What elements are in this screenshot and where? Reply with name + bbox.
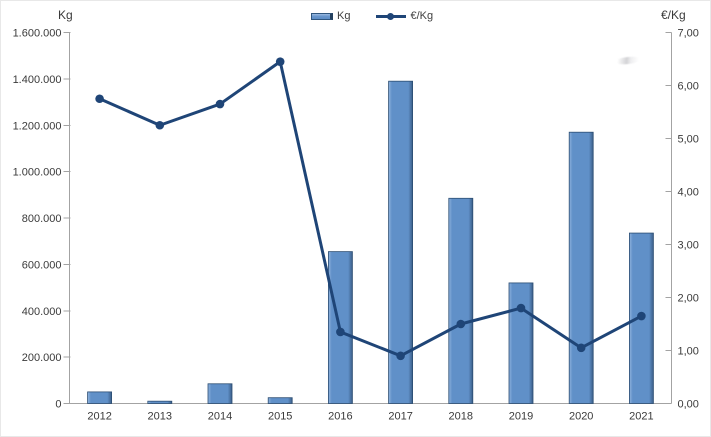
x-axis-category-label: 2021	[629, 411, 653, 423]
y-axis-left-tick-label: 1.000.000	[13, 167, 62, 179]
y-axis-right-tick-label: 2,00	[678, 293, 699, 305]
y-axis-left-tick-label: 400.000	[22, 306, 62, 318]
y-axis-right-tick-label: 4,00	[678, 187, 699, 199]
bar-2013	[147, 400, 173, 404]
bar-2012	[87, 391, 112, 404]
line-point-2020	[576, 343, 586, 353]
x-axis-category-label: 2017	[388, 411, 412, 423]
line-series-swatch-icon	[376, 12, 407, 21]
y-axis-left-tick-label: 0	[55, 399, 61, 411]
line-point-2021	[637, 311, 646, 321]
bar-2019	[508, 282, 534, 404]
line-point-2012	[95, 94, 104, 104]
y-axis-left-tick-label: 200.000	[22, 352, 62, 364]
line-point-2013	[155, 120, 165, 130]
y-axis-left-tick-label: 800.000	[22, 213, 62, 225]
line-point-2017	[396, 351, 405, 361]
bar-2018	[448, 197, 474, 404]
legend-item-eur-kg: €/Kg	[376, 10, 433, 22]
line-point-2019	[516, 303, 526, 313]
y-axis-right-tick-label: 7,00	[678, 28, 699, 40]
bar-2015	[267, 397, 293, 404]
x-axis-category-label: 2013	[148, 411, 172, 423]
bar-2017	[388, 80, 414, 404]
y-axis-left-tick-label: 600.000	[22, 259, 62, 271]
bar-series-swatch-icon	[311, 12, 333, 20]
y-axis-right-tick-label: 5,00	[678, 134, 699, 146]
y-axis-left-tick-label: 1.400.000	[13, 74, 62, 86]
price-line	[98, 60, 643, 358]
legend: Kg €/Kg	[311, 10, 433, 22]
line-point-2018	[456, 319, 466, 329]
y-axis-right-tick-label: 1,00	[678, 346, 699, 358]
x-axis-category-label: 2015	[268, 411, 292, 423]
x-axis-category-label: 2018	[449, 411, 473, 423]
y-axis-right-tick-label: 3,00	[678, 240, 699, 252]
bar-2014	[207, 383, 233, 404]
legend-item-kg: Kg	[311, 10, 350, 22]
x-axis-category-label: 2019	[509, 411, 533, 423]
right-axis-title: €/Kg	[661, 8, 686, 22]
y-axis-right-tick-label: 6,00	[678, 81, 699, 93]
y-axis-left-tick-label: 1.600.000	[13, 28, 62, 40]
y-axis-left-tick-label: 1.200.000	[13, 120, 62, 132]
legend-label-kg: Kg	[337, 10, 351, 22]
y-axis-right-tick-label: 0,00	[678, 399, 699, 411]
x-axis-category-label: 2014	[208, 411, 232, 423]
line-point-2016	[336, 327, 345, 337]
x-axis-category-label: 2020	[569, 411, 593, 423]
line-point-2014	[215, 99, 225, 109]
line-point-2015	[275, 57, 285, 66]
x-axis-category-label: 2016	[328, 411, 352, 423]
x-axis-category-label: 2012	[87, 411, 111, 423]
bar-2020	[568, 131, 594, 404]
left-axis-title: Kg	[58, 8, 73, 22]
legend-label-eur-kg: €/Kg	[410, 10, 434, 22]
